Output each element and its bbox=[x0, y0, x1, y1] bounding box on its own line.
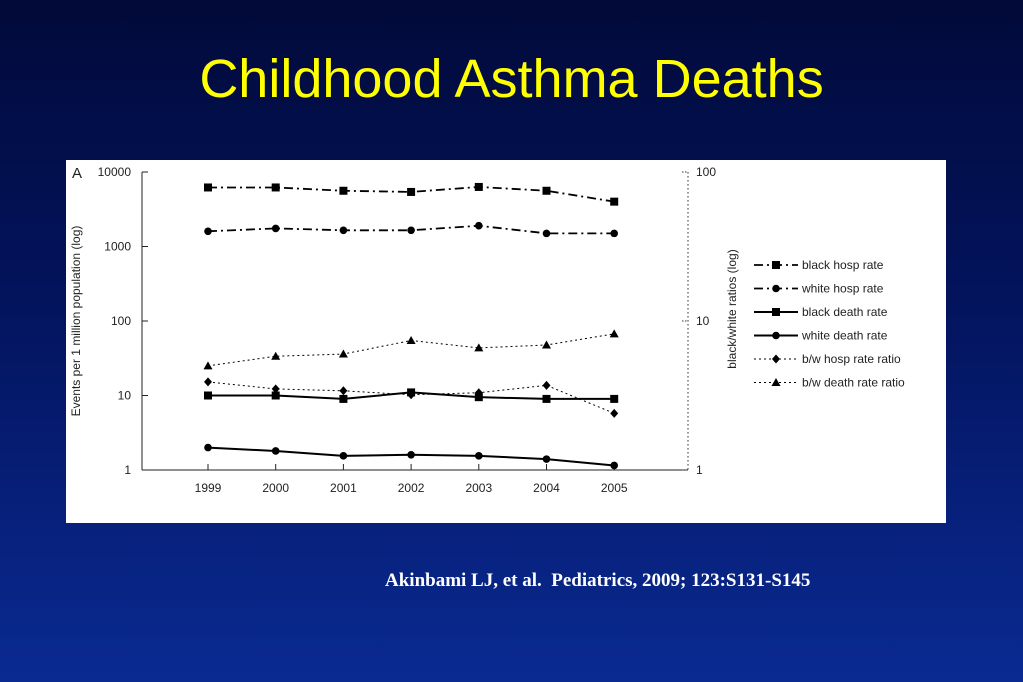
data-point bbox=[610, 229, 618, 238]
data-point bbox=[474, 343, 484, 352]
legend-label: black hosp rate bbox=[802, 258, 884, 272]
citation: Akinbami LJ, et al. Pediatrics, 2009; 12… bbox=[385, 570, 811, 591]
x-tick-label: 2005 bbox=[601, 481, 628, 495]
y2-axis-title: black/white ratios (log) bbox=[725, 249, 739, 368]
legend-label: black death rate bbox=[802, 305, 888, 319]
legend-swatch-marker bbox=[772, 308, 780, 316]
y-tick-label: 10 bbox=[118, 389, 132, 403]
legend-label: b/w death rate ratio bbox=[802, 376, 905, 390]
series-b-w-hosp-rate-ratio bbox=[204, 377, 619, 418]
data-point bbox=[475, 221, 483, 230]
y-tick-label: 1000 bbox=[104, 240, 131, 254]
data-point bbox=[339, 452, 348, 460]
legend-item: white death rate bbox=[754, 329, 888, 343]
data-point bbox=[542, 186, 551, 195]
data-point bbox=[339, 394, 348, 403]
data-point bbox=[542, 455, 551, 463]
data-point bbox=[271, 384, 280, 394]
data-point bbox=[271, 447, 280, 455]
data-point bbox=[339, 186, 348, 195]
data-point bbox=[271, 351, 281, 360]
y2-tick-label: 10 bbox=[696, 314, 710, 328]
data-point bbox=[339, 226, 348, 235]
y-axis-title: Events per 1 million population (log) bbox=[69, 226, 83, 417]
data-point bbox=[204, 227, 212, 236]
x-tick-label: 2004 bbox=[533, 481, 560, 495]
slide-title: Childhood Asthma Deaths bbox=[199, 49, 824, 109]
legend-swatch-marker bbox=[771, 378, 781, 386]
y-tick-label: 10000 bbox=[98, 165, 132, 179]
legend-item: black death rate bbox=[754, 305, 888, 319]
data-point bbox=[204, 443, 212, 452]
data-point bbox=[610, 461, 618, 470]
y2-tick-label: 100 bbox=[696, 165, 716, 179]
series-b-w-death-rate-ratio bbox=[203, 329, 619, 370]
legend-item: b/w hosp rate ratio bbox=[754, 352, 901, 366]
chart-axes: A 1 10 100 1000 10000 Events per 1 million pop… bbox=[69, 165, 739, 495]
y2-tick-label: 1 bbox=[696, 463, 703, 477]
data-point bbox=[407, 226, 415, 235]
chart-panel: A 1 10 100 1000 10000 Events per 1 million pop… bbox=[66, 160, 946, 523]
data-point bbox=[474, 388, 483, 398]
legend-swatch-marker bbox=[772, 354, 780, 364]
data-point bbox=[271, 391, 280, 400]
legend-item: b/w death rate ratio bbox=[754, 376, 905, 390]
legend-label: white hosp rate bbox=[801, 282, 884, 296]
y-tick-label: 100 bbox=[111, 314, 131, 328]
legend-item: black hosp rate bbox=[754, 258, 884, 272]
data-point bbox=[204, 377, 212, 387]
y-tick-label: 1 bbox=[124, 463, 131, 477]
panel-label: A bbox=[72, 165, 82, 182]
data-point bbox=[339, 386, 348, 396]
series-white-hosp-rate bbox=[204, 221, 618, 238]
data-point bbox=[406, 335, 416, 344]
data-point bbox=[610, 394, 619, 403]
data-point bbox=[610, 197, 619, 206]
x-tick-label: 2003 bbox=[465, 481, 492, 495]
data-point bbox=[542, 340, 551, 349]
data-point bbox=[271, 224, 280, 233]
data-point bbox=[407, 187, 416, 196]
legend-swatch-marker bbox=[772, 331, 780, 340]
series-white-death-rate bbox=[204, 443, 618, 470]
data-point bbox=[475, 452, 483, 460]
data-point bbox=[542, 229, 551, 238]
x-tick-label: 2000 bbox=[262, 481, 289, 495]
data-point bbox=[407, 450, 415, 459]
data-point bbox=[610, 408, 619, 418]
data-point bbox=[474, 182, 483, 191]
x-tick-label: 2001 bbox=[330, 481, 357, 495]
data-point bbox=[542, 394, 551, 403]
chart-series bbox=[203, 182, 619, 470]
data-point bbox=[609, 329, 619, 338]
data-point bbox=[271, 183, 280, 192]
data-point bbox=[407, 390, 416, 400]
data-point bbox=[542, 380, 551, 390]
legend-label: white death rate bbox=[801, 329, 888, 343]
legend-swatch-marker bbox=[772, 261, 780, 269]
data-point bbox=[203, 361, 213, 370]
legend-swatch-marker bbox=[772, 284, 780, 293]
data-point bbox=[204, 391, 212, 400]
data-point bbox=[204, 183, 212, 192]
data-point bbox=[338, 349, 348, 358]
legend-item: white hosp rate bbox=[754, 282, 884, 296]
series-black-hosp-rate bbox=[204, 182, 619, 206]
line-chart: A 1 10 100 1000 10000 Events per 1 million pop… bbox=[69, 165, 905, 495]
legend-label: b/w hosp rate ratio bbox=[802, 352, 901, 366]
x-tick-label: 2002 bbox=[398, 481, 425, 495]
x-tick-label: 1999 bbox=[195, 481, 222, 495]
chart-legend: black hosp rate white hosp rate black deat… bbox=[754, 258, 905, 390]
